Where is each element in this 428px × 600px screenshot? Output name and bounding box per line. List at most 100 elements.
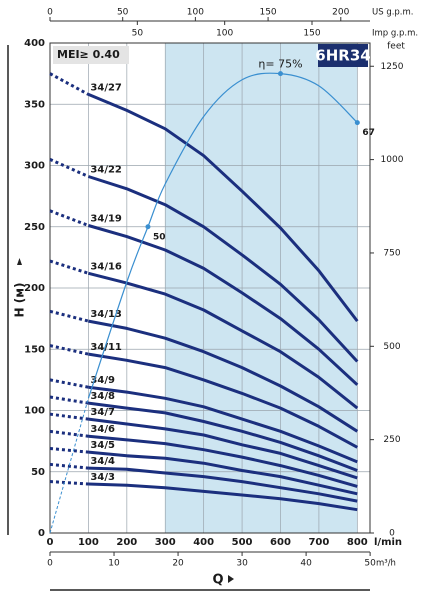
y-tick-label: 0 [38,528,45,539]
y-tick-label: 350 [24,99,45,110]
curve-dotted [49,412,89,421]
top-tick-label: 50 [117,8,129,18]
curve-dotted [49,209,89,227]
x-arrow [228,575,234,583]
curve-label: 34/7 [90,407,115,418]
efficiency-label: η= 75% [258,58,302,71]
bottom2-tick-label: 40 [300,559,312,569]
y2-label: feet [387,42,405,52]
curve-label: 34/27 [90,82,122,93]
bottom2-tick-label: 0 [47,559,53,569]
curve-label: 34/22 [90,165,122,176]
x-tick-label: 400 [193,537,214,548]
curve-dotted [49,378,89,389]
badge: 6HR34 [315,47,370,65]
x-tick-label: 500 [232,537,253,548]
curve-label: 34/8 [90,391,115,402]
bottom-axis2-label: m³/h [376,559,396,569]
x-tick-label: 100 [78,537,99,548]
y2-tick-label: 250 [383,435,400,445]
x-tick-label: 200 [116,537,137,548]
x-label: Q [212,573,223,588]
y-arrow [17,258,22,265]
badge-box [318,44,368,67]
efficiency-label: 50 [153,232,166,242]
curve [88,401,358,472]
mei-box [53,46,129,64]
efficiency-point [277,71,283,77]
curve [88,434,358,488]
efficiency-point [354,120,360,126]
y2-tick-label: 750 [383,248,400,258]
efficiency-point [145,224,151,230]
mei-label: MEI≥ 0.40 [57,48,120,61]
top-tick-label: 150 [259,8,276,18]
top2-tick-label: 150 [303,29,320,39]
y-tick-label: 100 [24,406,45,417]
curve [88,450,358,496]
curve [88,271,359,410]
y2-tick-label: 500 [383,342,400,352]
curve-dotted [49,446,89,454]
top-axis2-label: Imp g.p.m. [372,29,418,39]
efficiency-curve [87,72,358,399]
curve-dotted [49,309,89,323]
curve-dotted [49,259,89,275]
bottom2-tick-label: 50 [364,559,376,569]
top-tick-label: 200 [332,8,349,18]
curve [88,319,359,433]
y2-tick-label: 0 [389,529,395,539]
y-label: H (м) [13,283,27,318]
x-tick-label: 600 [270,537,291,548]
y-tick-label: 200 [24,283,45,294]
bottom2-tick-label: 20 [172,559,184,569]
curve-dotted [49,158,90,178]
y-tick-label: 150 [24,344,45,355]
curve-dotted [49,395,89,405]
y2-tick-label: 1250 [381,62,404,72]
curve-label: 34/3 [90,472,115,483]
y-tick-label: 50 [31,467,45,478]
efficiency-dashed [49,398,89,534]
x-tick-label: 700 [308,537,329,548]
efficiency-label: 67 [362,128,375,138]
y-tick-label: 400 [24,38,45,49]
curve-label: 34/11 [90,342,122,353]
y-tick-label: 250 [24,222,45,233]
curve [88,417,358,480]
curve-label: 34/5 [90,440,115,451]
curve-dotted [49,462,89,470]
curve [87,93,359,323]
curve-label: 34/6 [90,424,115,435]
curve [88,482,358,512]
curve-dotted [49,72,90,96]
curve-label: 34/19 [90,214,122,225]
x-tick-label: 300 [155,537,176,548]
curve-dotted [49,480,89,486]
plot-frame [49,42,371,534]
top-tick-label: 0 [47,8,53,18]
curve-label: 34/13 [90,309,122,320]
curve-label: 34/9 [90,375,115,386]
curve [88,352,359,449]
top2-tick-label: 50 [132,29,144,39]
curve [88,466,358,503]
curve-label: 34/16 [90,261,122,272]
curve-dotted [49,429,89,438]
top-axis-label: US g.p.m. [372,8,414,18]
top2-tick-label: 100 [216,29,233,39]
bottom2-tick-label: 10 [108,559,120,569]
curve [87,224,359,386]
curve-label: 34/4 [90,456,115,467]
x-tick-label: 800 [347,537,368,548]
x-unit: l/min [374,537,402,548]
y-tick-label: 300 [24,161,45,172]
curve [87,175,359,363]
curve [88,385,358,464]
y2-tick-label: 1000 [381,155,404,165]
top-tick-label: 100 [187,8,204,18]
bottom2-tick-label: 30 [236,559,248,569]
x-tick-label: 0 [47,537,54,548]
curve-dotted [49,344,89,356]
